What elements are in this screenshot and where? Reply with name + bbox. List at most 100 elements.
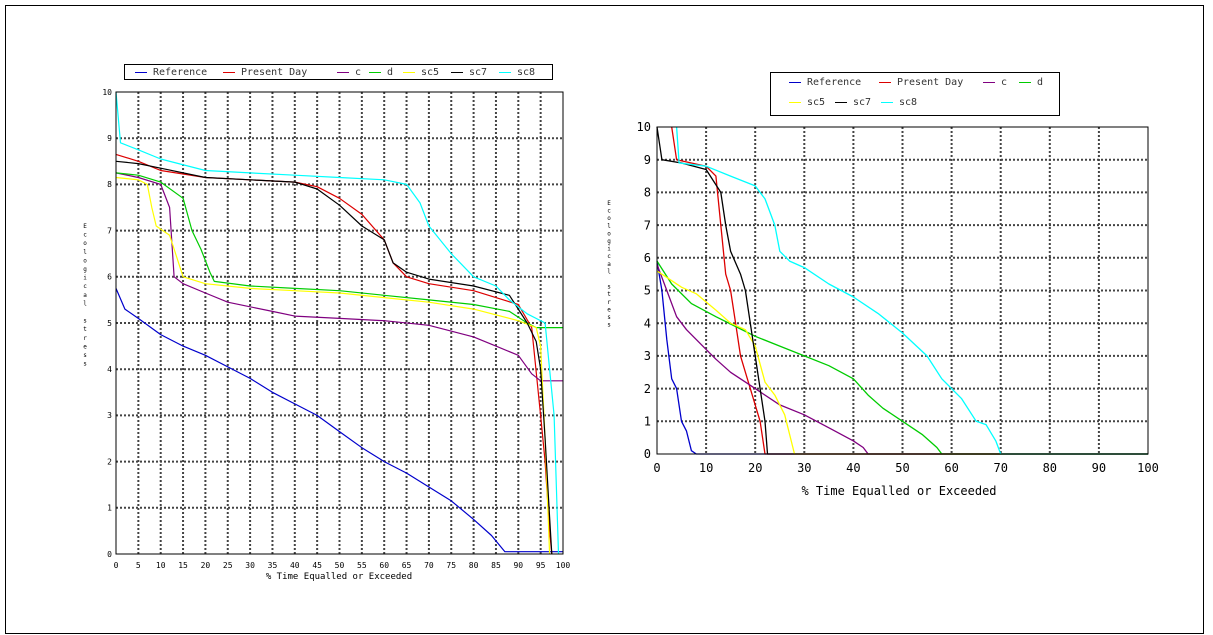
left-x-tick-label: 50 [335, 561, 345, 570]
left-legend-item-d: d [369, 67, 393, 78]
left-x-tick-label: 70 [424, 561, 434, 570]
left-y-tick-label: 3 [107, 411, 112, 420]
left-y-tick-label: 2 [107, 457, 112, 466]
left-y-tick-label: 5 [107, 319, 112, 328]
left-legend-label-sc7: sc7 [469, 67, 488, 78]
left-x-tick-label: 55 [357, 561, 367, 570]
right-legend-item-c: c [983, 77, 1007, 88]
right-legend-item-sc7: sc7 [835, 97, 871, 108]
left-legend-label-sc8: sc8 [517, 67, 536, 78]
left-series-sc8 [115, 91, 560, 555]
left-legend-item-sc7: sc7 [451, 67, 487, 78]
left-y-axis-label-char: E [83, 223, 87, 230]
left-x-tick-label: 25 [223, 561, 233, 570]
left-series-d [115, 172, 563, 329]
right-legend-label-present-day: Present Day [897, 77, 964, 88]
left-series-sc7 [115, 160, 553, 555]
left-y-axis-label-char: s [83, 361, 87, 368]
left-y-tick-label: 7 [107, 226, 112, 235]
right-legend-label-sc7: sc7 [853, 97, 872, 108]
left-legend-swatch-sc7 [451, 72, 463, 73]
right-legend-item-d: d [1019, 77, 1043, 88]
left-y-axis-label-char: c [83, 232, 87, 239]
left-grid [116, 92, 563, 554]
right-legend: Reference Present Day c d sc5 sc7 sc8 [770, 72, 1060, 116]
left-series-present-day [115, 153, 553, 555]
left-y-axis-label-char: t [83, 326, 87, 333]
left-y-axis-label-char: o [83, 240, 87, 247]
left-legend-swatch-present-day [223, 72, 235, 73]
left-x-tick-label: 40 [290, 561, 300, 570]
left-x-axis-label: % Time Equalled or Exceeded [266, 572, 412, 582]
left-x-tick-label: 0 [114, 561, 119, 570]
right-legend-swatch-sc5 [789, 102, 801, 103]
left-legend-item-reference: Reference [135, 67, 207, 78]
left-y-tick-label: 4 [107, 365, 112, 374]
left-y-axis-label-char: c [83, 283, 87, 290]
right-legend-label-d: d [1037, 77, 1044, 88]
right-legend-swatch-c [983, 82, 995, 83]
left-x-tick-label: 80 [469, 561, 479, 570]
left-y-tick-label: 9 [107, 134, 112, 143]
left-y-ticks: 0 1 2 3 4 5 6 7 8 9 10 [102, 88, 112, 559]
right-legend-item-present-day: Present Day [879, 77, 963, 88]
left-legend-item-present-day: Present Day [223, 67, 307, 78]
left-y-axis-label-char: r [83, 335, 87, 342]
left-series-reference [115, 288, 563, 553]
left-legend-swatch-reference [135, 72, 147, 73]
left-x-tick-label: 20 [201, 561, 211, 570]
left-y-axis-label-char: l [83, 249, 87, 256]
left-y-axis-label-char: i [83, 275, 87, 282]
left-series [115, 91, 563, 555]
left-legend-item-sc8: sc8 [499, 67, 535, 78]
left-y-tick-label: 1 [107, 504, 112, 513]
left-x-tick-label: 90 [513, 561, 523, 570]
left-x-tick-label: 75 [446, 561, 456, 570]
left-y-axis-label-char: s [83, 318, 87, 325]
left-legend-swatch-sc5 [403, 72, 415, 73]
right-legend-item-reference: Reference [789, 77, 861, 88]
left-y-tick-label: 6 [107, 273, 112, 282]
left-legend-label-c: c [355, 67, 362, 78]
right-legend-swatch-sc7 [835, 102, 847, 103]
right-legend-swatch-reference [789, 82, 801, 83]
left-x-tick-label: 65 [402, 561, 412, 570]
right-legend-swatch-sc8 [881, 102, 893, 103]
left-legend-label-sc5: sc5 [421, 67, 440, 78]
left-x-tick-label: 15 [178, 561, 188, 570]
left-x-tick-label: 5 [136, 561, 141, 570]
left-legend-label-present-day: Present Day [241, 67, 308, 78]
left-x-tick-label: 10 [156, 561, 166, 570]
left-x-tick-label: 60 [379, 561, 389, 570]
left-x-tick-label: 45 [312, 561, 322, 570]
left-legend-item-c: c [337, 67, 361, 78]
page-frame [5, 5, 1204, 634]
left-legend-swatch-c [337, 72, 349, 73]
right-legend-swatch-d [1019, 82, 1031, 83]
left-y-tick-label: 0 [107, 550, 112, 559]
left-y-axis-label-char: g [83, 266, 87, 273]
left-x-tick-label: 85 [491, 561, 501, 570]
right-legend-label-c: c [1001, 77, 1008, 88]
left-plot-border [115, 91, 564, 555]
left-x-tick-label: 30 [245, 561, 255, 570]
left-series-sc5 [115, 176, 551, 555]
left-y-axis-label-char: l [83, 300, 87, 307]
right-legend-swatch-present-day [879, 82, 891, 83]
left-legend-swatch-d [369, 72, 381, 73]
left-y-tick-label: 10 [102, 88, 112, 97]
left-series-c [115, 172, 563, 382]
right-legend-label-reference: Reference [807, 77, 862, 88]
left-y-tick-label: 8 [107, 180, 112, 189]
left-x-ticks: 0 5 10 15 20 25 30 35 40 45 50 55 60 65 70 75 80 85 90 95 10… [114, 561, 571, 570]
right-legend-item-sc8: sc8 [881, 97, 917, 108]
left-legend-label-reference: Reference [153, 67, 208, 78]
left-y-axis-label-char: a [83, 292, 87, 299]
left-legend-item-sc5: sc5 [403, 67, 439, 78]
left-legend-swatch-sc8 [499, 72, 511, 73]
right-legend-label-sc8: sc8 [899, 97, 918, 108]
left-y-axis-label-char: o [83, 257, 87, 264]
right-legend-item-sc5: sc5 [789, 97, 825, 108]
